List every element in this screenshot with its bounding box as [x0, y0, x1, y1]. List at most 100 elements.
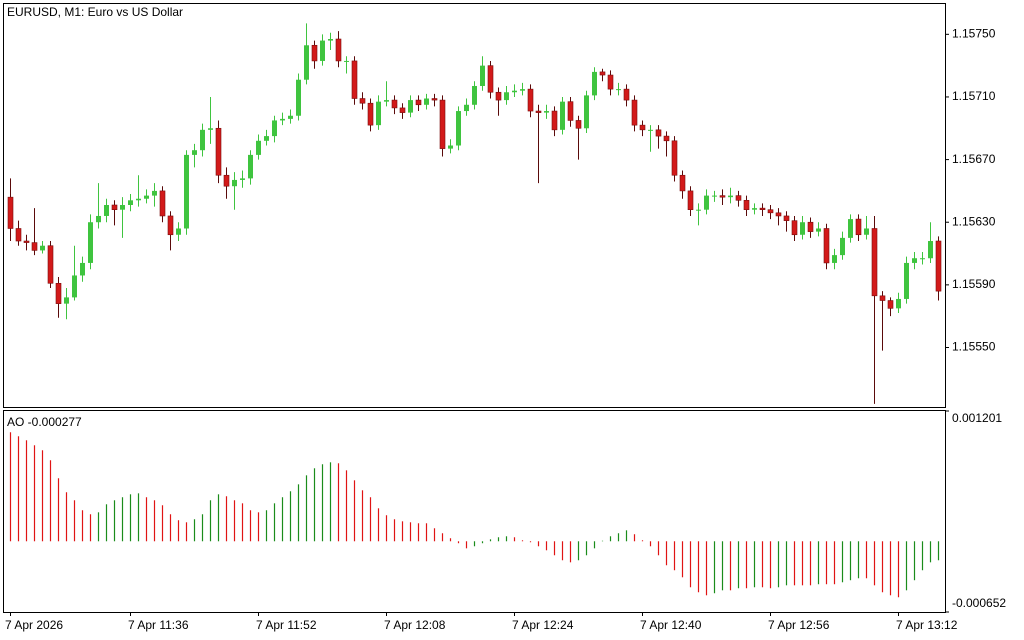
candle-body [687, 190, 694, 210]
candle-body [399, 107, 406, 113]
candle-body [696, 209, 701, 211]
indicator-panel-frame [3, 410, 946, 613]
candle-body [783, 215, 790, 221]
candle-body [7, 196, 14, 229]
candle-body [800, 222, 805, 235]
y-tick-label: -0.000652 [952, 596, 1006, 610]
candle-body [759, 207, 766, 210]
candle-body [136, 198, 141, 201]
candle-body [567, 101, 574, 121]
candle-body [544, 111, 549, 113]
candle-body [55, 282, 62, 304]
candle-body [335, 38, 342, 62]
candle-body [223, 174, 230, 187]
candle-body [816, 228, 821, 232]
candle-body [752, 208, 757, 210]
candle-body [424, 98, 429, 105]
y-tick-label: 0.001201 [952, 411, 1002, 425]
x-tick-label: 7 Apr 12:24 [512, 618, 574, 632]
candle-body [896, 298, 901, 309]
candle-body [176, 228, 181, 235]
candle-body [775, 212, 782, 217]
candle-body [31, 242, 38, 251]
candle-body [480, 65, 485, 86]
candle-body [104, 205, 109, 216]
candle-body [64, 297, 69, 304]
candle-body [504, 92, 509, 101]
candle-body [679, 174, 686, 192]
candle-body [431, 98, 438, 101]
candle-body [840, 237, 845, 256]
candle-body [464, 104, 469, 112]
candle-body [864, 228, 869, 235]
candle-body [592, 71, 597, 96]
x-tick-label: 7 Apr 2026 [5, 618, 63, 632]
candle-body [879, 295, 886, 301]
candle-body [472, 85, 477, 105]
candle-body [832, 255, 837, 263]
candle-body [584, 95, 589, 129]
candle-body [791, 220, 798, 236]
candle-body [575, 120, 582, 129]
candle-body [663, 135, 670, 142]
candle-body [904, 262, 909, 299]
chart-title: EURUSD, M1: Euro vs US Dollar [7, 5, 183, 19]
y-tick-label: 1.15550 [952, 340, 996, 354]
candle-body [248, 154, 253, 179]
candle-body [80, 262, 85, 276]
candle-body [551, 110, 558, 131]
x-tick-label: 7 Apr 12:08 [384, 618, 446, 632]
candle-body [535, 110, 542, 113]
candle-body [311, 44, 318, 62]
candle-body [935, 240, 942, 292]
candle-body [72, 275, 77, 298]
candle-body [296, 79, 301, 116]
candle-body [712, 195, 717, 197]
candle-body [887, 300, 894, 309]
candle-body [560, 101, 565, 130]
candle-body [512, 90, 517, 93]
candle-body [288, 115, 293, 119]
candle-body [648, 129, 653, 131]
candle-body [367, 102, 374, 126]
candle-body [495, 91, 502, 101]
candle-body [88, 222, 93, 263]
candle-body [40, 245, 45, 251]
candle-body [320, 40, 325, 61]
candle-body [456, 111, 461, 146]
candle-body [767, 209, 774, 214]
candle-body [415, 99, 422, 106]
candle-body [655, 129, 662, 137]
candle-body [47, 245, 54, 284]
candle-body [152, 190, 157, 196]
candle-body [144, 195, 149, 199]
candle-body [200, 129, 205, 151]
candle-body [408, 100, 413, 113]
candle-body [631, 99, 638, 126]
candle-body [111, 204, 118, 210]
candle-body [616, 89, 621, 91]
x-tick-label: 7 Apr 13:12 [896, 618, 958, 632]
candle-body [159, 190, 166, 217]
price-panel-frame [3, 3, 946, 408]
candle-body [264, 136, 269, 141]
candle-body [359, 98, 366, 104]
candle-body [719, 195, 726, 198]
candle-body [344, 60, 349, 62]
candle-body [376, 101, 381, 126]
candle-body [215, 127, 222, 176]
candle-body [855, 218, 862, 236]
candle-body [256, 140, 261, 155]
candle-body [448, 145, 453, 149]
candle-body [192, 150, 197, 155]
candle-body [167, 215, 174, 236]
candle-body [743, 200, 750, 210]
y-tick-label: 1.15670 [952, 152, 996, 166]
candle-body [96, 215, 101, 223]
x-tick-label: 7 Apr 11:52 [256, 618, 317, 632]
candle-body [487, 65, 494, 93]
candle-body [671, 140, 678, 176]
candle-body [735, 195, 742, 201]
